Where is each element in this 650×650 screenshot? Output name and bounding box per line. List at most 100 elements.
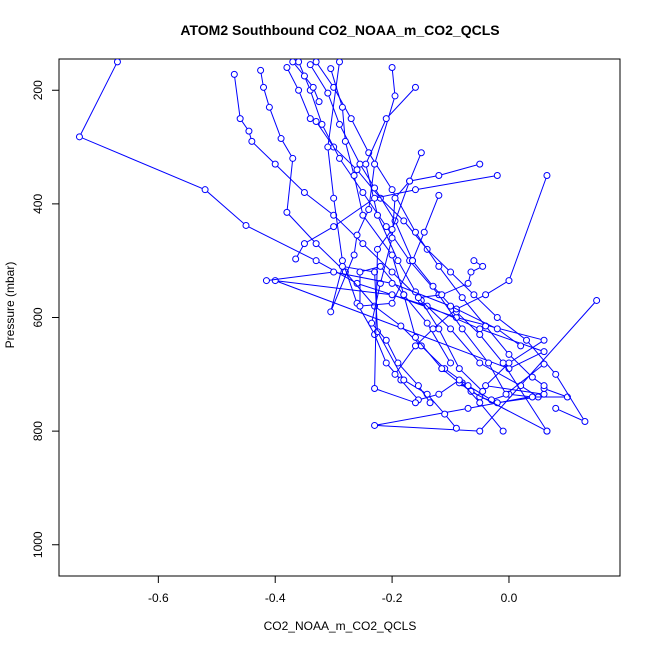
data-point [540, 360, 548, 368]
data-point [312, 117, 320, 125]
data-point [356, 268, 364, 276]
data-point [517, 342, 525, 350]
x-tick-label: -0.6 [148, 591, 169, 605]
data-point [257, 66, 265, 74]
data-point [388, 225, 396, 233]
data-point [327, 308, 335, 316]
data-point [499, 427, 507, 435]
plot-frame [58, 58, 621, 577]
data-point [540, 390, 548, 398]
data-point [543, 427, 551, 435]
data-point [464, 279, 472, 287]
data-point [476, 359, 484, 367]
y-tick-label: 800 [31, 421, 45, 441]
data-point [505, 359, 513, 367]
x-tick-label: -0.4 [265, 591, 286, 605]
data-point [435, 262, 443, 270]
data-point [470, 257, 478, 265]
data-point [292, 255, 300, 263]
data-point [356, 160, 364, 168]
data-point [330, 211, 338, 219]
data-point [417, 149, 425, 157]
data-point [359, 189, 367, 197]
x-tick-label: 0.0 [501, 591, 518, 605]
data-point [324, 89, 332, 97]
data-point [336, 154, 343, 162]
data-point [371, 160, 379, 168]
data-point [435, 191, 443, 199]
y-axis: 200 400 600 800 1000 [31, 80, 59, 558]
data-point [426, 399, 434, 407]
data-point [423, 390, 431, 398]
data-point [391, 92, 399, 100]
data-point [411, 333, 419, 341]
data-point [502, 390, 510, 398]
data-point [324, 143, 332, 151]
data-point [283, 64, 291, 72]
data-point [376, 262, 384, 270]
data-point [540, 336, 548, 344]
data-point [470, 291, 478, 299]
y-tick-label: 200 [31, 80, 45, 100]
data-point [447, 268, 455, 276]
data-point [391, 370, 399, 378]
data-point [482, 291, 490, 299]
data-point [283, 208, 291, 216]
data-point [341, 137, 349, 145]
data-point [382, 115, 390, 123]
data-point [552, 370, 560, 378]
data-point [540, 348, 548, 356]
data-point [365, 206, 373, 214]
data-point [467, 387, 475, 395]
data-point [350, 251, 358, 259]
data-point [350, 171, 358, 179]
data-point [438, 365, 446, 373]
data-point [353, 166, 361, 174]
data-point [411, 399, 419, 407]
data-point [248, 137, 256, 145]
data-point [262, 277, 270, 285]
data-point [338, 257, 346, 265]
data-point [382, 336, 390, 344]
data-point [236, 115, 244, 123]
data-point [295, 86, 303, 94]
data-point [543, 171, 551, 179]
data-point [245, 127, 253, 135]
data-point [505, 350, 513, 358]
data-point [406, 177, 414, 185]
data-point [435, 325, 443, 333]
data-point [581, 417, 589, 425]
data-point [309, 83, 317, 91]
data-point [411, 228, 419, 236]
data-point [429, 325, 437, 333]
data-point [260, 83, 268, 91]
series-line [260, 70, 568, 401]
series-15 [292, 171, 501, 263]
series-line [298, 61, 545, 395]
data-point [295, 59, 303, 66]
data-point [394, 359, 402, 367]
data-point [289, 59, 297, 66]
data-point [476, 160, 484, 168]
data-point [441, 410, 449, 418]
data-point [388, 299, 396, 307]
data-point [499, 359, 507, 367]
data-point [371, 268, 379, 276]
series-line [266, 271, 521, 347]
data-point [411, 342, 419, 350]
data-point [438, 291, 446, 299]
data-point [277, 135, 285, 143]
y-tick-label: 400 [31, 194, 45, 214]
data-point [447, 325, 455, 333]
data-point [420, 228, 428, 236]
series-14 [371, 160, 484, 407]
data-point [271, 277, 279, 285]
series-line [359, 195, 451, 364]
data-point [552, 404, 560, 412]
data-point [327, 65, 335, 73]
data-point [523, 336, 530, 344]
data-point [476, 427, 484, 435]
data-point [371, 421, 379, 429]
data-point [362, 160, 370, 168]
data-point [479, 387, 487, 395]
